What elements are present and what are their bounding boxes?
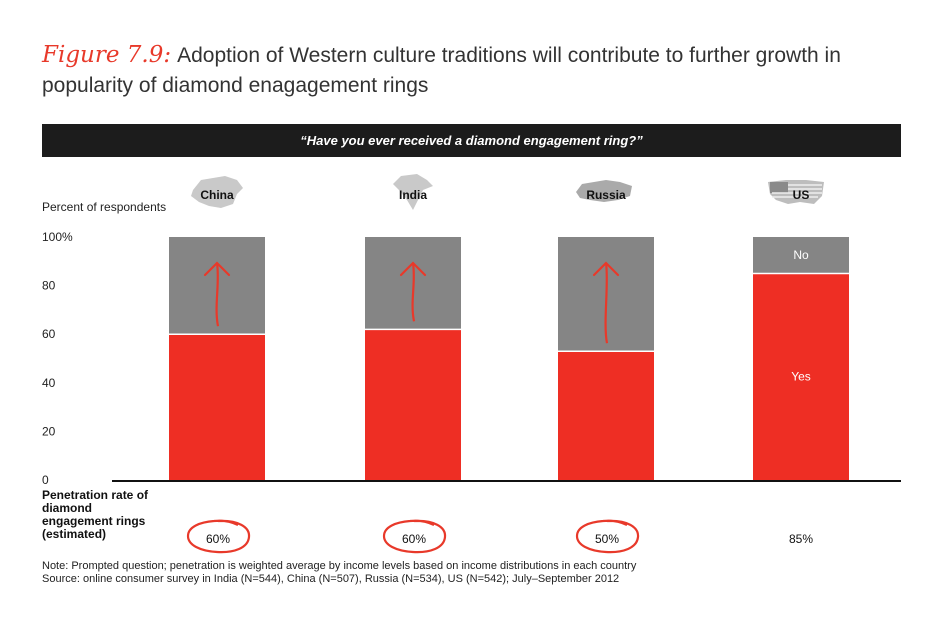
figure-title: Figure 7.9: Adoption of Western culture t… <box>42 40 912 101</box>
penetration-value-china: 60% <box>205 532 231 546</box>
growth-arrowhead-russia <box>592 261 620 277</box>
penetration-rate-label: Penetration rate of diamond engagement r… <box>42 488 149 541</box>
highlight-circle-china <box>186 519 251 554</box>
y-tick-label: 80 <box>42 279 56 293</box>
segment-label-no: No <box>793 248 809 262</box>
y-tick-label: 60 <box>42 327 56 341</box>
growth-arrowhead-india <box>399 261 427 277</box>
india-map-icon <box>393 174 433 210</box>
stacked-bar-chart: 0 20 40 60 80 100% No Yes <box>42 230 901 487</box>
china-map-icon <box>191 176 243 208</box>
penetration-value-india: 60% <box>401 532 427 546</box>
bar-no-us <box>753 237 849 274</box>
growth-arrow-china <box>215 262 220 327</box>
note-text: Note: Prompted question; penetration is … <box>42 560 637 572</box>
highlight-circle-india <box>382 519 447 554</box>
bar-yes-russia <box>558 351 654 480</box>
growth-arrow-india <box>411 262 416 322</box>
country-label-india: India <box>398 188 427 202</box>
y-axis-label: Percent of respondents <box>42 200 167 214</box>
growth-arrow-russia <box>604 262 609 344</box>
penetration-value-us: 85% <box>788 532 814 546</box>
figure-label: Figure 7.9: <box>42 42 172 68</box>
source-text: Source: online consumer survey in India … <box>42 573 620 585</box>
y-tick-label: 20 <box>42 424 56 438</box>
country-label-russia: Russia <box>586 188 626 202</box>
notes: Note: Prompted question; penetration is … <box>42 560 636 586</box>
figure-title-text: Adoption of Western culture traditions w… <box>42 44 841 97</box>
bar-yes-china <box>169 334 265 480</box>
bar-yes-india <box>365 329 461 480</box>
bar-yes-us <box>753 273 849 480</box>
y-tick-label: 0 <box>42 473 49 487</box>
penetration-value-russia: 50% <box>594 532 620 546</box>
highlight-circle-russia <box>575 519 640 554</box>
y-tick-label: 40 <box>42 376 56 390</box>
segment-label-yes: Yes <box>791 370 811 384</box>
y-tick-label: 100% <box>42 230 73 244</box>
country-label-us: US <box>792 188 810 202</box>
country-label-china: China <box>200 188 234 202</box>
question-banner: “Have you ever received a diamond engage… <box>42 124 901 157</box>
russia-map-icon <box>576 180 632 202</box>
us-flag-map-icon <box>768 180 824 204</box>
growth-arrowhead-china <box>203 261 231 277</box>
